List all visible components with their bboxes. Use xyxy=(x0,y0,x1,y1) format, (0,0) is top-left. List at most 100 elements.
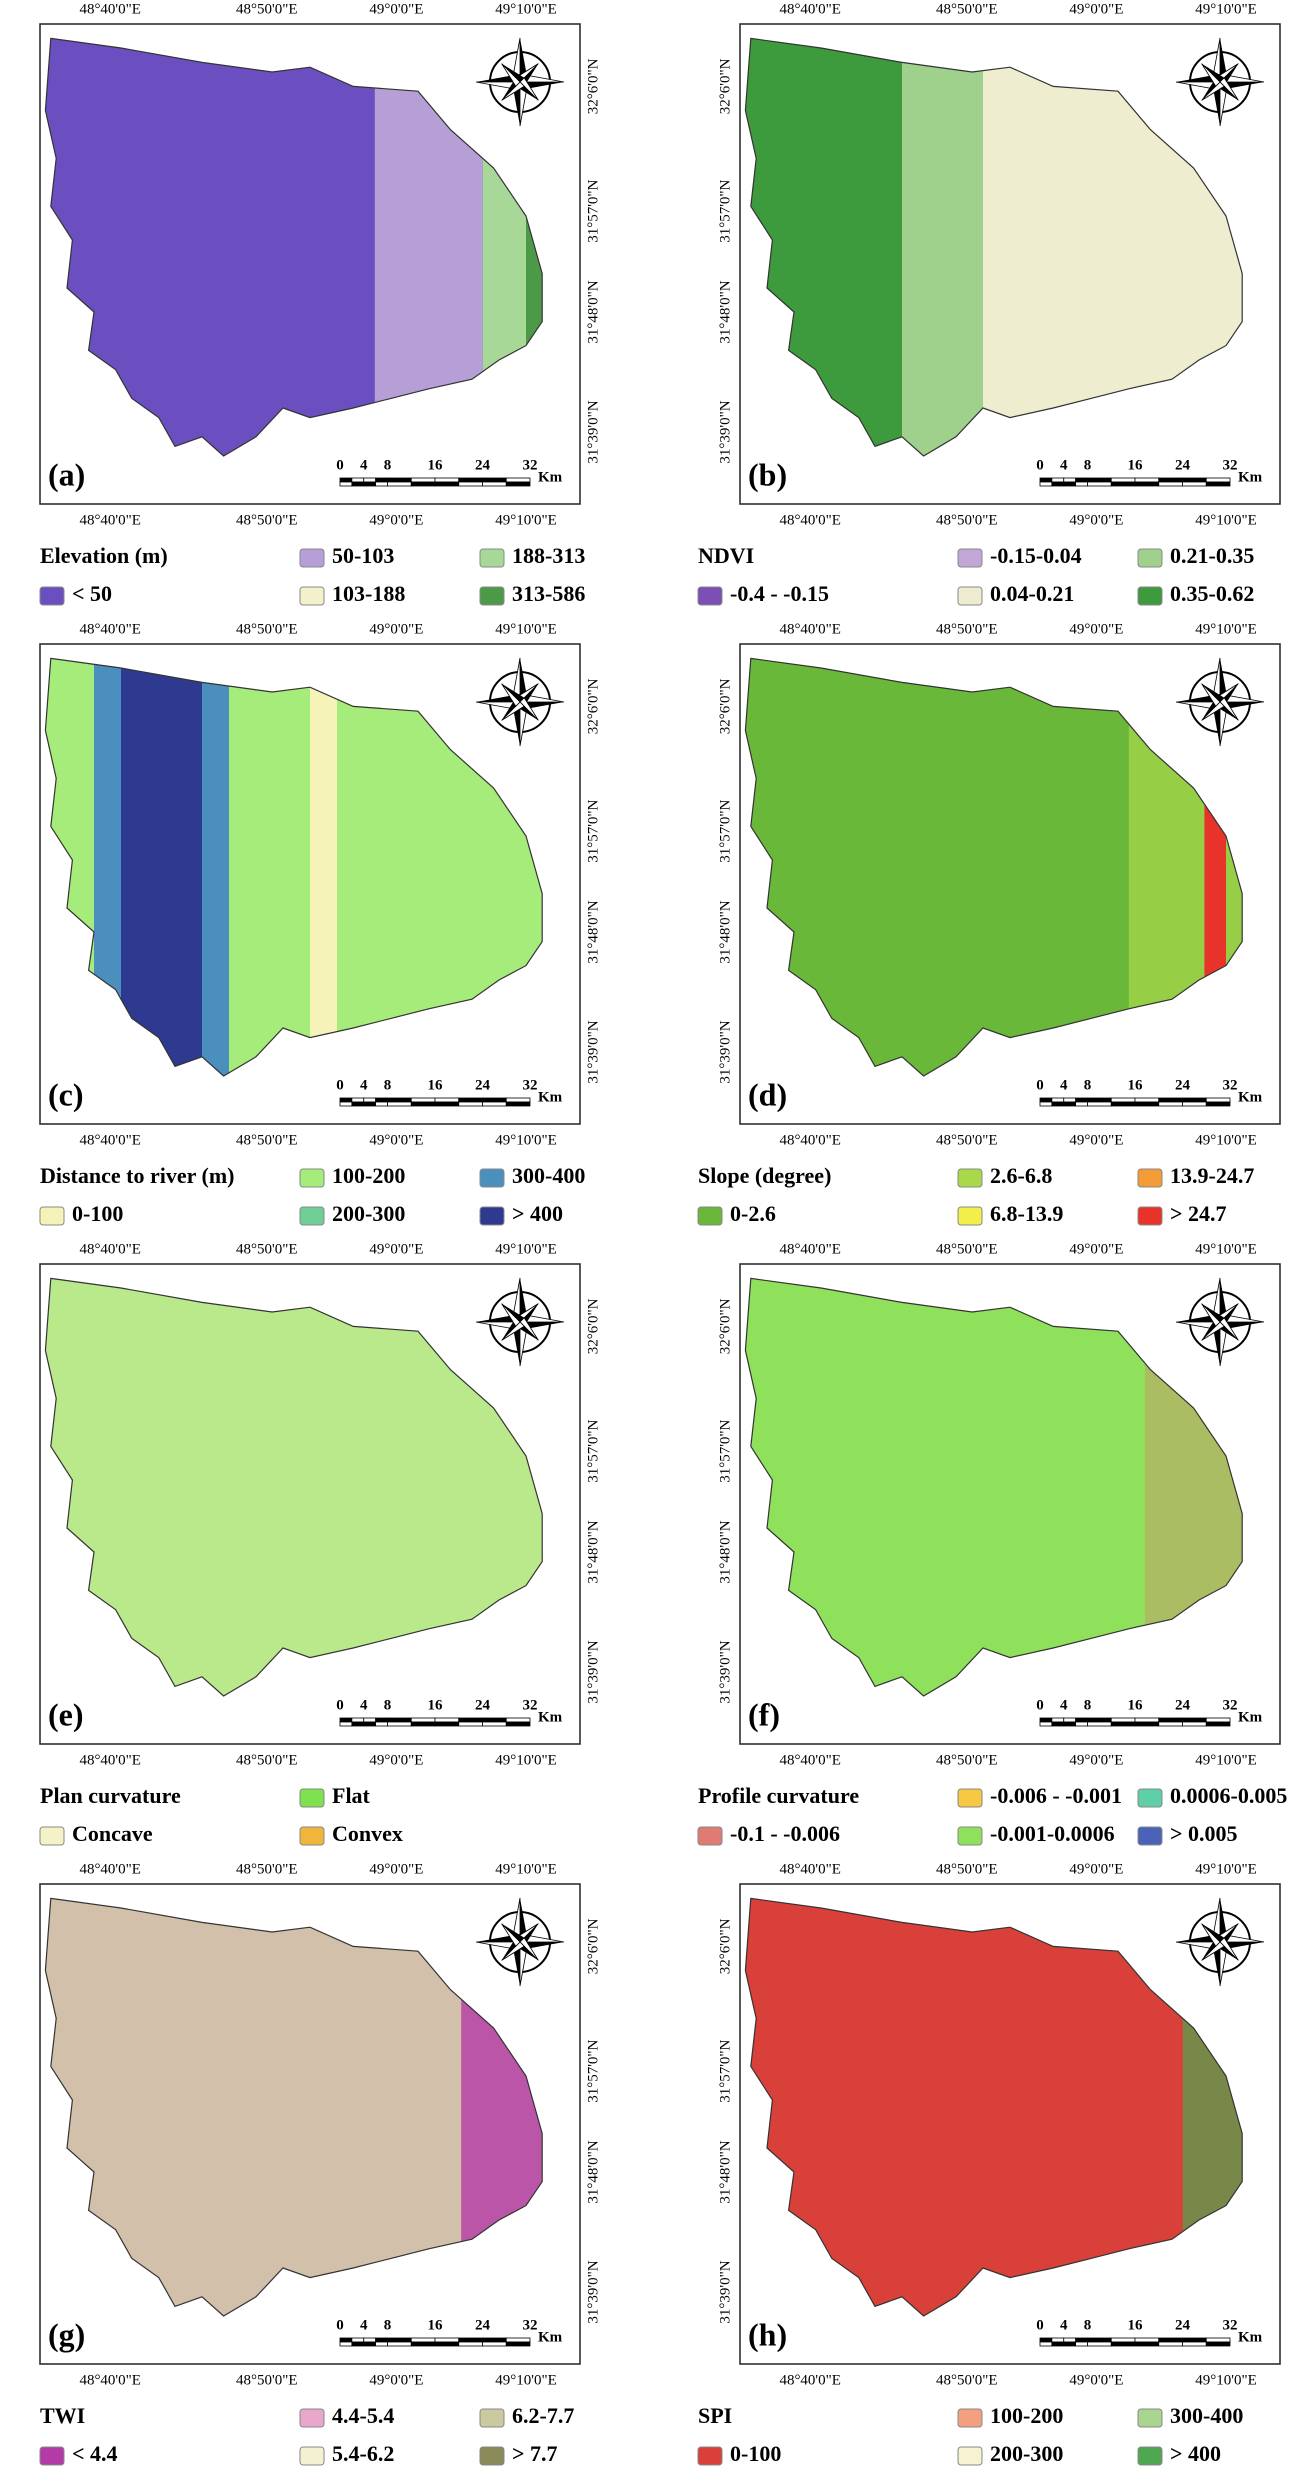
scale-label: 32 xyxy=(1223,457,1238,473)
scale-segment xyxy=(1110,1097,1136,1103)
north-arrow-point xyxy=(501,1303,521,1327)
scale-segment xyxy=(1110,477,1136,483)
scale-segment xyxy=(387,1717,412,1723)
north-arrow xyxy=(475,1277,565,1367)
scale-segment xyxy=(1205,481,1231,487)
scale-unit: Km xyxy=(1238,2329,1263,2345)
scale-segment xyxy=(1134,1717,1160,1723)
scale-segment xyxy=(434,1101,460,1107)
scale-label: 16 xyxy=(1128,1077,1144,1093)
study-area-outline xyxy=(44,37,543,457)
scale-segment xyxy=(1205,1101,1231,1107)
scale-label: 32 xyxy=(1223,1697,1238,1713)
scale-segment xyxy=(1087,2341,1112,2347)
scale-segment xyxy=(387,477,412,483)
scale-label: 0 xyxy=(1036,457,1044,473)
lon-label: 49°10'0"E xyxy=(495,512,557,528)
lat-label: 31°39'0"N xyxy=(717,2260,733,2323)
lat-label: 31°57'0"N xyxy=(585,1419,601,1482)
scale-segment xyxy=(1110,1101,1136,1107)
legend-label: -0.15-0.04 xyxy=(990,543,1082,568)
scale-segment xyxy=(1182,477,1207,483)
scale-label: 16 xyxy=(428,1077,444,1093)
north-arrow-point xyxy=(501,683,525,702)
scale-segment xyxy=(339,477,353,483)
scale-segment xyxy=(375,477,388,483)
legend-swatch xyxy=(479,1168,505,1188)
lon-label: 49°10'0"E xyxy=(495,1752,557,1768)
lon-label: 48°40'0"E xyxy=(779,621,841,637)
legend-title: Plan curvature xyxy=(40,1783,181,1808)
scale-segment xyxy=(1158,481,1183,487)
scale-segment xyxy=(458,2337,483,2343)
scale-segment xyxy=(505,1717,531,1723)
north-arrow-point xyxy=(501,1941,525,1961)
scale-label: 8 xyxy=(1084,1697,1092,1713)
scale-segment xyxy=(1039,1101,1053,1107)
scale-segment xyxy=(1075,2337,1088,2343)
legend-swatch xyxy=(479,586,505,606)
scale-label: 24 xyxy=(475,1077,491,1093)
scale-label: 8 xyxy=(384,457,392,473)
legend-swatch xyxy=(299,2408,325,2428)
legend-label: -0.4 - -0.15 xyxy=(730,581,829,606)
legend-swatch xyxy=(1137,2408,1163,2428)
lon-label: 48°50'0"E xyxy=(236,512,298,528)
lon-label: 48°50'0"E xyxy=(236,1752,298,1768)
lat-label: 31°48'0"N xyxy=(717,280,733,343)
scale-segment xyxy=(1051,2337,1065,2343)
legend-swatch xyxy=(1137,548,1163,568)
scale-segment xyxy=(1051,477,1065,483)
lon-label: 48°40'0"E xyxy=(79,512,141,528)
scale-segment xyxy=(1063,481,1077,487)
study-area-outline xyxy=(744,37,1243,457)
scale-segment xyxy=(410,481,436,487)
scale-label: 0 xyxy=(1036,2317,1044,2333)
lon-label: 49°10'0"E xyxy=(495,1,557,17)
lon-label: 49°0'0"E xyxy=(1069,2372,1123,2388)
lon-label: 49°0'0"E xyxy=(369,1241,423,1257)
lat-label: 31°57'0"N xyxy=(585,2039,601,2102)
scale-label: 32 xyxy=(523,2317,538,2333)
lat-label: 32°6'0"N xyxy=(717,1918,733,1974)
north-arrow-point xyxy=(501,63,525,82)
study-area-outline xyxy=(44,657,543,1077)
legend-label: 5.4-6.2 xyxy=(332,2441,394,2466)
lon-label: 48°40'0"E xyxy=(779,1132,841,1148)
lat-label: 32°6'0"N xyxy=(717,1298,733,1354)
legend-swatch xyxy=(39,1206,65,1226)
legend-swatch xyxy=(1137,1206,1163,1226)
scale-segment xyxy=(1087,481,1112,487)
lat-label: 31°39'0"N xyxy=(717,400,733,463)
scale-label: 16 xyxy=(1128,457,1144,473)
legend-swatch xyxy=(697,1826,723,1846)
lon-label: 48°40'0"E xyxy=(79,1752,141,1768)
scale-segment xyxy=(434,2341,460,2347)
scale-label: 0 xyxy=(336,1697,344,1713)
panel-label: (e) xyxy=(48,1696,84,1732)
lon-label: 49°0'0"E xyxy=(1069,621,1123,637)
panel-label: (d) xyxy=(748,1076,787,1112)
north-arrow-point xyxy=(1201,1941,1225,1961)
north-arrow-point xyxy=(1201,683,1221,707)
scale-segment xyxy=(1075,1721,1088,1727)
scale-label: 32 xyxy=(523,1077,538,1093)
scale-segment xyxy=(434,2337,460,2343)
lon-label: 49°0'0"E xyxy=(369,2372,423,2388)
scale-segment xyxy=(1039,481,1053,487)
scale-segment xyxy=(1063,1717,1077,1723)
legend-title: Elevation (m) xyxy=(40,543,168,568)
scale-segment xyxy=(458,481,483,487)
scale-segment xyxy=(339,1101,353,1107)
lat-label: 32°6'0"N xyxy=(717,678,733,734)
lon-label: 49°10'0"E xyxy=(1195,1861,1257,1877)
scale-label: 4 xyxy=(1060,2317,1068,2333)
map-panel: 48°40'0"E 48°40'0"E 48°50'0"E 48°50'0"E 49°0… xyxy=(39,1861,601,2466)
lat-label: 31°48'0"N xyxy=(585,2140,601,2203)
scale-label: 0 xyxy=(336,457,344,473)
scale-label: 4 xyxy=(1060,1077,1068,1093)
scale-segment xyxy=(505,1721,531,1727)
lat-label: 32°6'0"N xyxy=(717,58,733,114)
